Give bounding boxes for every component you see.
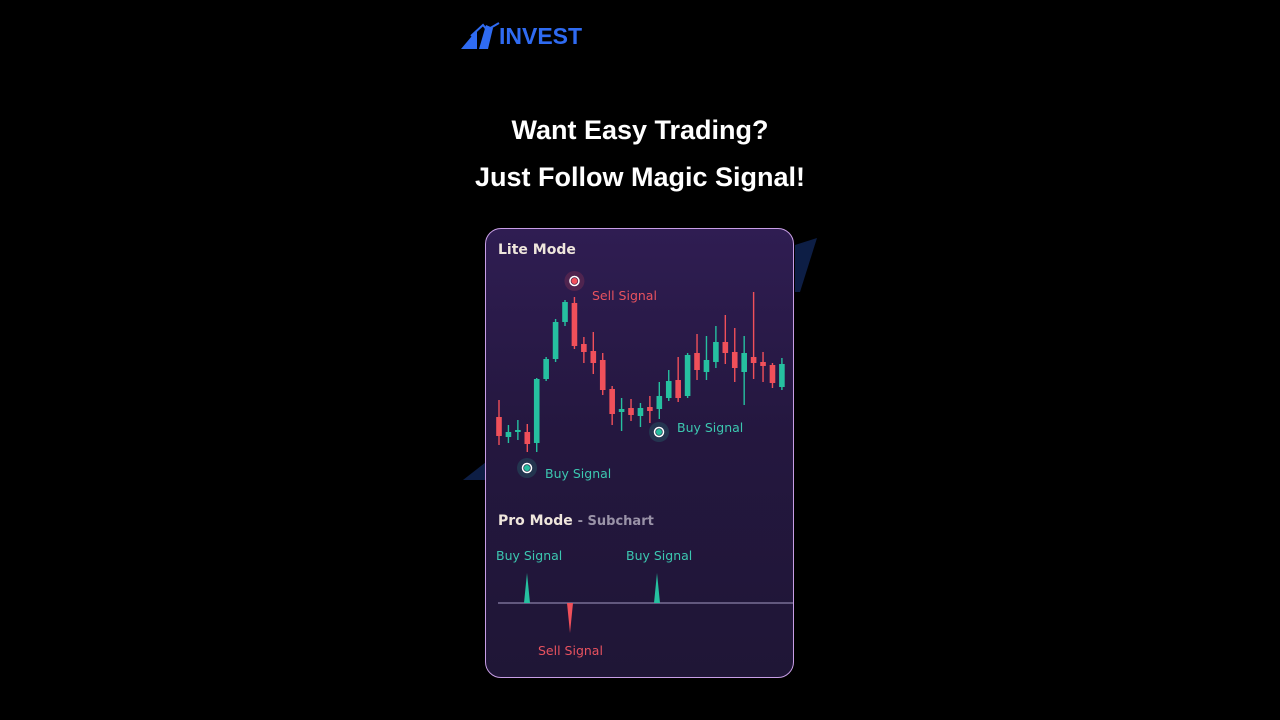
headline-line-1: Want Easy Trading? [511, 115, 769, 145]
candle-body [760, 362, 766, 366]
buy-signal-dot-icon [524, 465, 530, 471]
candle-body [637, 408, 644, 416]
pro-buy-signal-label-1: Buy Signal [496, 548, 563, 563]
candle-body [656, 396, 663, 409]
sell-spike [567, 603, 573, 633]
headline-line-2: Just Follow Magic Signal! [474, 162, 806, 192]
pro-sell-signal-label: Sell Signal [538, 643, 603, 658]
candle-body [694, 353, 700, 370]
candle-body [684, 355, 691, 396]
pro-mode-subtitle: - Subchart [577, 514, 654, 529]
lite-sell-signal-label: Sell Signal [592, 288, 657, 303]
candle-body [731, 352, 738, 368]
candle-body [533, 379, 540, 443]
pro-mode-label: Pro Mode [498, 513, 573, 529]
lite-buy-signal-label-2: Buy Signal [677, 420, 744, 435]
invest-logo: INVEST [461, 22, 582, 50]
logo-mark-icon [461, 22, 500, 49]
logo-text: INVEST [499, 22, 583, 49]
pro-mode-title: Pro Mode - Subchart [498, 513, 654, 529]
candle-body [609, 389, 615, 414]
buy-signal-ring-icon [653, 426, 665, 438]
candle-body [552, 322, 559, 359]
candle-body [675, 380, 681, 398]
candle-body [496, 417, 502, 436]
buy-spike [524, 573, 530, 603]
candle-body [628, 408, 634, 415]
candle-body [647, 407, 653, 411]
candle-body [618, 409, 625, 412]
candle-body [599, 360, 606, 390]
candle-body [505, 432, 512, 437]
candle-body [769, 365, 776, 383]
pro-buy-signal-label-2: Buy Signal [626, 548, 693, 563]
buy-signal-ring-icon [521, 462, 533, 474]
lite-mode-title: Lite Mode [498, 242, 576, 258]
candle-body [703, 360, 710, 372]
candle-body [515, 430, 521, 432]
buy-signal-dot-icon [656, 429, 662, 435]
candle-body [524, 432, 531, 444]
candle-body [581, 344, 587, 352]
buy-spike [654, 573, 660, 603]
candle-body [713, 342, 719, 362]
candlestick-chart [496, 271, 793, 633]
candle-body [543, 359, 549, 379]
sell-signal-ring-icon [569, 275, 580, 287]
candle-body [779, 364, 785, 387]
candle-body [750, 357, 757, 363]
sell-signal-dot-icon [571, 278, 578, 284]
candle-body [722, 342, 729, 353]
candle-body [665, 381, 672, 398]
candle-body [741, 353, 747, 372]
signal-card: Lite Mode Sell Signal Buy Signal Buy Sig… [485, 228, 794, 678]
candle-body [562, 302, 568, 322]
candle-body [590, 351, 597, 363]
lite-buy-signal-label-1: Buy Signal [545, 466, 612, 481]
candle-body [571, 303, 578, 346]
